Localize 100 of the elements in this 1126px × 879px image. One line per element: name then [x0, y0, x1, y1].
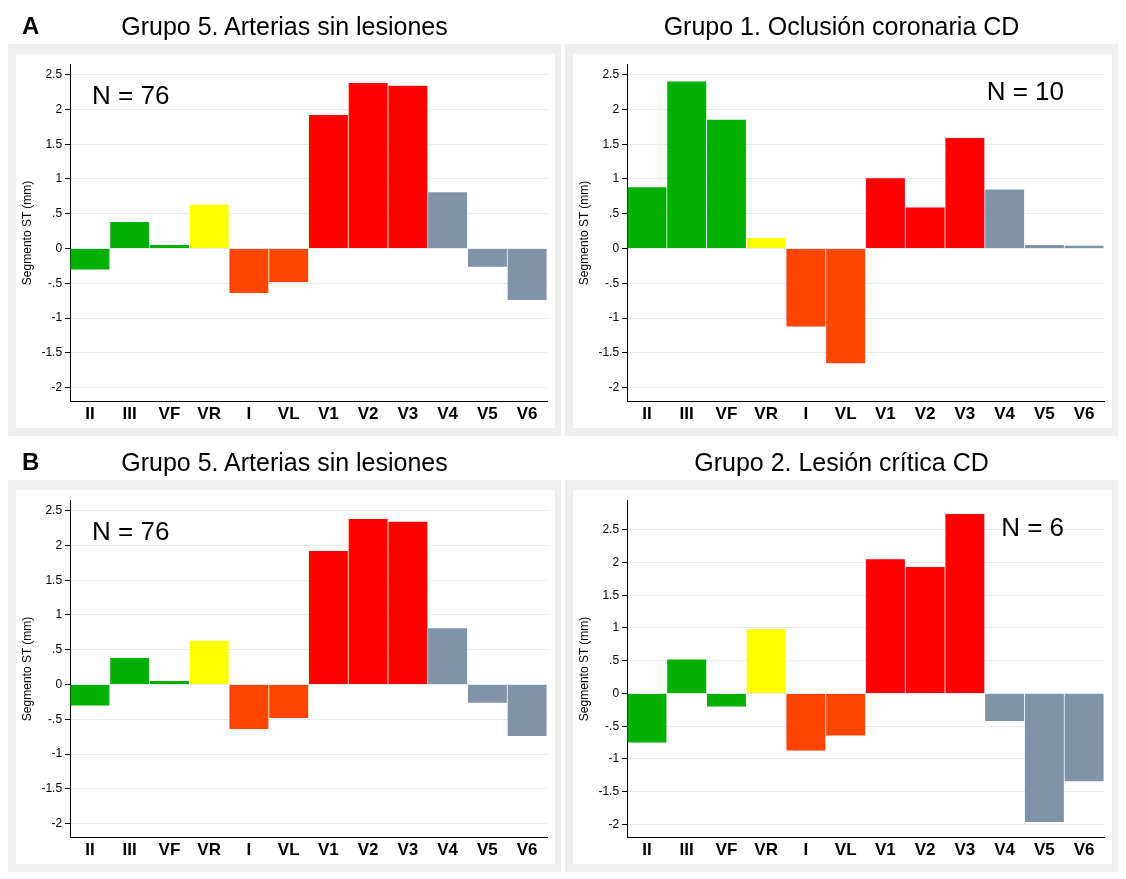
x-tick-label: V6 [516, 840, 538, 860]
y-tick-label: -.5 [48, 711, 63, 726]
x-tick-label: V6 [1073, 404, 1095, 424]
y-tick-label: -1.5 [41, 781, 63, 796]
x-tick-label: V2 [357, 404, 379, 424]
annotation: N = 10 [986, 76, 1064, 107]
y-tick-label: 1.5 [45, 572, 63, 587]
x-tick-label: V5 [476, 404, 498, 424]
x-tick-label: V2 [914, 404, 936, 424]
annotation: N = 76 [92, 516, 170, 547]
x-tick-label: V4 [994, 840, 1016, 860]
y-tick-label: 1.5 [602, 136, 620, 151]
x-tick-label: VL [834, 404, 857, 424]
y-tick-label: -.5 [48, 275, 63, 290]
x-tick-label: V6 [1073, 840, 1095, 860]
x-tick-label: I [803, 840, 809, 860]
y-tick-label: 2 [55, 537, 63, 552]
x-tick-label: VL [277, 404, 300, 424]
bar [189, 204, 229, 249]
chart-title: Grupo 5. Arterias sin lesiones [121, 12, 448, 40]
bar [70, 249, 110, 270]
y-tick-label: -1 [608, 751, 620, 766]
x-tick-label: II [85, 404, 95, 424]
x-tick-label: V1 [318, 840, 339, 860]
y-tick-label: -1 [608, 310, 620, 325]
y-tick-label: 2.5 [602, 66, 620, 81]
y-tick-label: 1 [55, 171, 63, 186]
x-tick-label: V4 [437, 404, 459, 424]
x-tick-label: V3 [954, 840, 976, 860]
x-tick-label: V3 [397, 840, 419, 860]
x-tick-label: II [642, 404, 652, 424]
x-tick-label: V5 [1033, 840, 1055, 860]
x-tick-label: V1 [875, 840, 896, 860]
bar [627, 693, 667, 743]
x-tick-label: VL [277, 840, 300, 860]
text: A [22, 11, 40, 41]
y-axis-title: Segmento ST (mm) [576, 180, 591, 286]
x-tick-label: V3 [397, 404, 419, 424]
y-tick-label: 1 [55, 607, 63, 622]
x-tick-label: III [679, 840, 694, 860]
bar [428, 192, 468, 249]
bar [428, 628, 468, 685]
chart-title: Grupo 1. Oclusión coronaria CD [663, 12, 1020, 40]
chart-title: Grupo 5. Arterias sin lesiones [121, 448, 448, 476]
y-tick-label: 2.5 [45, 66, 63, 81]
y-tick-label: -1 [51, 746, 63, 761]
y-tick-label: .5 [609, 206, 620, 221]
y-tick-label: -2 [608, 816, 620, 831]
y-tick-label: .5 [52, 642, 63, 657]
y-tick-label: -.5 [605, 718, 620, 733]
y-tick-label: 1.5 [602, 587, 620, 602]
bar [706, 693, 746, 707]
annotation: N = 76 [92, 80, 170, 111]
x-tick-label: V6 [516, 404, 538, 424]
y-tick-label: -2 [51, 816, 63, 830]
x-tick-label: II [85, 840, 95, 860]
x-tick-label: VR [197, 404, 221, 424]
y-tick-label: 2 [55, 101, 63, 116]
y-axis-title: Segmento ST (mm) [19, 616, 34, 722]
y-tick-label: -2 [51, 380, 63, 394]
x-tick-label: V1 [318, 404, 339, 424]
x-tick-label: V2 [357, 840, 379, 860]
y-tick-label: 2.5 [45, 502, 63, 517]
x-tick-label: III [122, 404, 137, 424]
y-tick-label: -2 [608, 380, 620, 394]
y-tick-label: -1.5 [598, 345, 620, 360]
y-tick-label: 2 [612, 101, 620, 116]
y-tick-label: .5 [609, 653, 620, 668]
y-tick-label: 2 [612, 554, 620, 569]
y-tick-label: 0 [612, 240, 620, 255]
x-tick-label: III [679, 404, 694, 424]
x-tick-label: II [642, 840, 652, 860]
y-tick-label: -.5 [605, 275, 620, 290]
y-tick-label: 1.5 [45, 136, 63, 151]
y-tick-label: 0 [612, 685, 620, 700]
x-tick-label: VL [834, 840, 857, 860]
bar [70, 685, 110, 706]
y-tick-label: 0 [55, 676, 63, 691]
x-tick-label: III [122, 840, 137, 860]
y-tick-label: 2.5 [602, 521, 620, 536]
text: B [22, 447, 40, 477]
x-tick-label: I [246, 404, 252, 424]
bar [746, 629, 786, 693]
y-tick-label: -1.5 [41, 345, 63, 360]
x-tick-label: VF [715, 840, 738, 860]
y-tick-label: 1 [612, 620, 620, 635]
x-tick-label: V5 [1033, 404, 1055, 424]
y-axis-title: Segmento ST (mm) [576, 616, 591, 722]
x-tick-label: V1 [875, 404, 896, 424]
chart-title: Grupo 2. Lesión crítica CD [694, 448, 989, 476]
bar [667, 659, 707, 693]
bar [189, 640, 229, 685]
x-tick-label: VR [754, 840, 778, 860]
annotation: N = 6 [1001, 512, 1064, 543]
y-tick-label: -1.5 [598, 784, 620, 799]
x-tick-label: I [803, 404, 809, 424]
y-axis-title: Segmento ST (mm) [19, 180, 34, 286]
x-tick-label: V5 [476, 840, 498, 860]
y-tick-label: -1 [51, 310, 63, 325]
x-tick-label: V2 [914, 840, 936, 860]
